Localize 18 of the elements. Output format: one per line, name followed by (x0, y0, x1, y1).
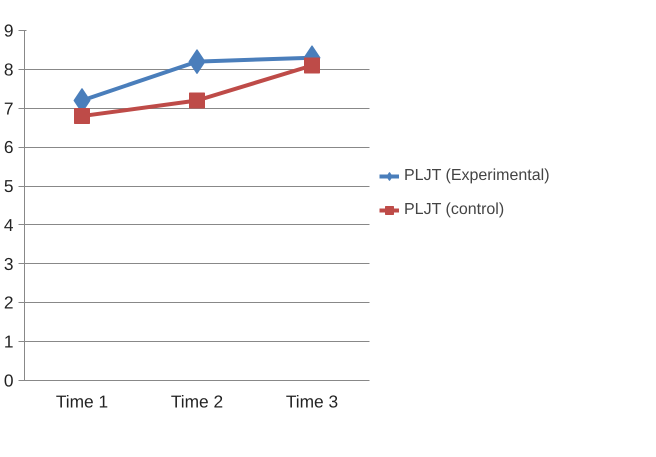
y-tick-label: 0 (4, 370, 14, 390)
point (304, 58, 320, 74)
y-tick-label: 8 (4, 59, 14, 80)
y-tick-label: 2 (4, 292, 14, 313)
point (74, 108, 90, 124)
x-tick-label: Time 1 (56, 392, 108, 412)
y-tick-label: 6 (4, 137, 14, 158)
x-tick-label: Time 2 (170, 392, 224, 412)
y-tick-label: 3 (4, 254, 14, 274)
y-tick-label: 5 (4, 176, 14, 196)
x-tick-label: Time 3 (286, 392, 338, 412)
y-tick-label: 4 (4, 214, 14, 235)
point (189, 92, 205, 108)
legend-label: PLJT (control) (404, 201, 504, 219)
y-tick-label: 7 (4, 98, 14, 118)
y-tick-label: 9 (4, 20, 14, 40)
legend-label: PLJT (Experimental) (404, 167, 550, 185)
y-tick-label: 1 (4, 332, 14, 352)
